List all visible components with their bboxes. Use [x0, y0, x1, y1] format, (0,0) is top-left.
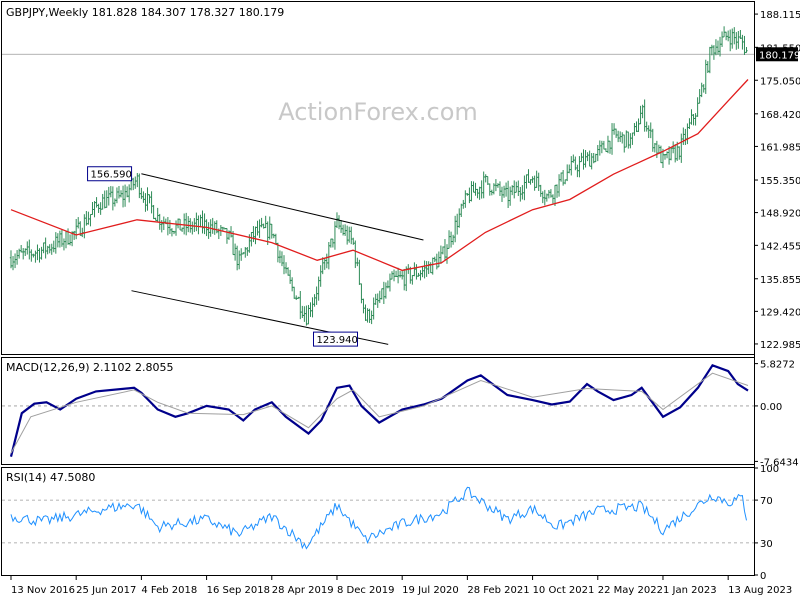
macd-layer — [2, 363, 754, 457]
macd-y-tick-label: 0.00 — [760, 402, 782, 413]
x-tick-label: 28 Apr 2019 — [272, 585, 334, 596]
price-y-tick-label: 155.350 — [760, 176, 800, 187]
x-tick-label: 10 Oct 2021 — [533, 585, 595, 596]
macd-y-tick-label: 5.8272 — [760, 360, 795, 371]
macd-y-tick-label: -7.6434 — [760, 457, 799, 468]
x-tick-label: 8 Dec 2019 — [337, 585, 395, 596]
price-y-tick-label: 148.920 — [760, 209, 800, 220]
current-price-label: 180.179 — [759, 50, 800, 61]
price-y-tick-label: 135.855 — [760, 275, 800, 286]
moving-average-layer — [10, 79, 749, 272]
x-tick-label: 13 Nov 2016 — [11, 585, 75, 596]
trendline-1 — [141, 173, 424, 241]
x-tick-label: 16 Sep 2018 — [207, 585, 270, 596]
price-y-tick-label: 161.985 — [760, 142, 800, 153]
price-y-tick-label: 188.115 — [760, 10, 800, 21]
rsi-panel-frame — [1, 467, 755, 576]
x-tick-label: 19 Jul 2020 — [402, 585, 459, 596]
symbol-header: GBPJPY,Weekly 181.828 184.307 178.327 18… — [6, 6, 284, 19]
rsi-y-tick-label: 100 — [760, 464, 779, 475]
price-y-tick-label: 122.985 — [760, 340, 800, 351]
swing-low-box — [313, 331, 359, 347]
price-y-tick-label: 175.050 — [760, 76, 800, 87]
rsi-line — [10, 486, 747, 550]
x-tick-label: 28 Feb 2021 — [467, 585, 529, 596]
current-price-box — [756, 47, 798, 62]
rsi-title: RSI(14) 47.5080 — [6, 471, 95, 484]
swing-high-label: 156.590 — [91, 170, 132, 181]
x-tick-label: 1 Jan 2023 — [663, 585, 717, 596]
rsi-y-tick-label: 70 — [760, 496, 773, 507]
macd-signal-line — [10, 372, 749, 454]
x-tick-label: 13 Aug 2023 — [728, 585, 792, 596]
x-tick-label: 4 Feb 2018 — [141, 585, 197, 596]
price-y-tick-label: 142.455 — [760, 241, 800, 252]
rsi-y-tick-label: 0 — [760, 571, 766, 582]
rsi-layer — [2, 486, 754, 550]
annotation-layer: 180.179 156.590 123.940 — [87, 47, 800, 347]
price-y-tick-label: 168.420 — [760, 110, 800, 121]
x-tick-label: 22 May 2022 — [598, 585, 663, 596]
swing-low-label: 123.940 — [317, 335, 358, 346]
moving-average-line — [10, 79, 749, 272]
macd-line — [9, 363, 749, 457]
x-tick-label: 25 Jun 2017 — [76, 585, 136, 596]
macd-title: MACD(12,26,9) 2.1102 2.8055 — [6, 361, 174, 374]
watermark: ActionForex.com — [278, 98, 478, 126]
price-y-tick-label: 129.420 — [760, 307, 800, 318]
swing-high-box — [87, 166, 133, 182]
price-layer — [9, 26, 748, 326]
rsi-y-tick-label: 30 — [760, 539, 773, 550]
axis-layer: 188.115181.550175.050168.420161.985155.3… — [10, 10, 800, 596]
